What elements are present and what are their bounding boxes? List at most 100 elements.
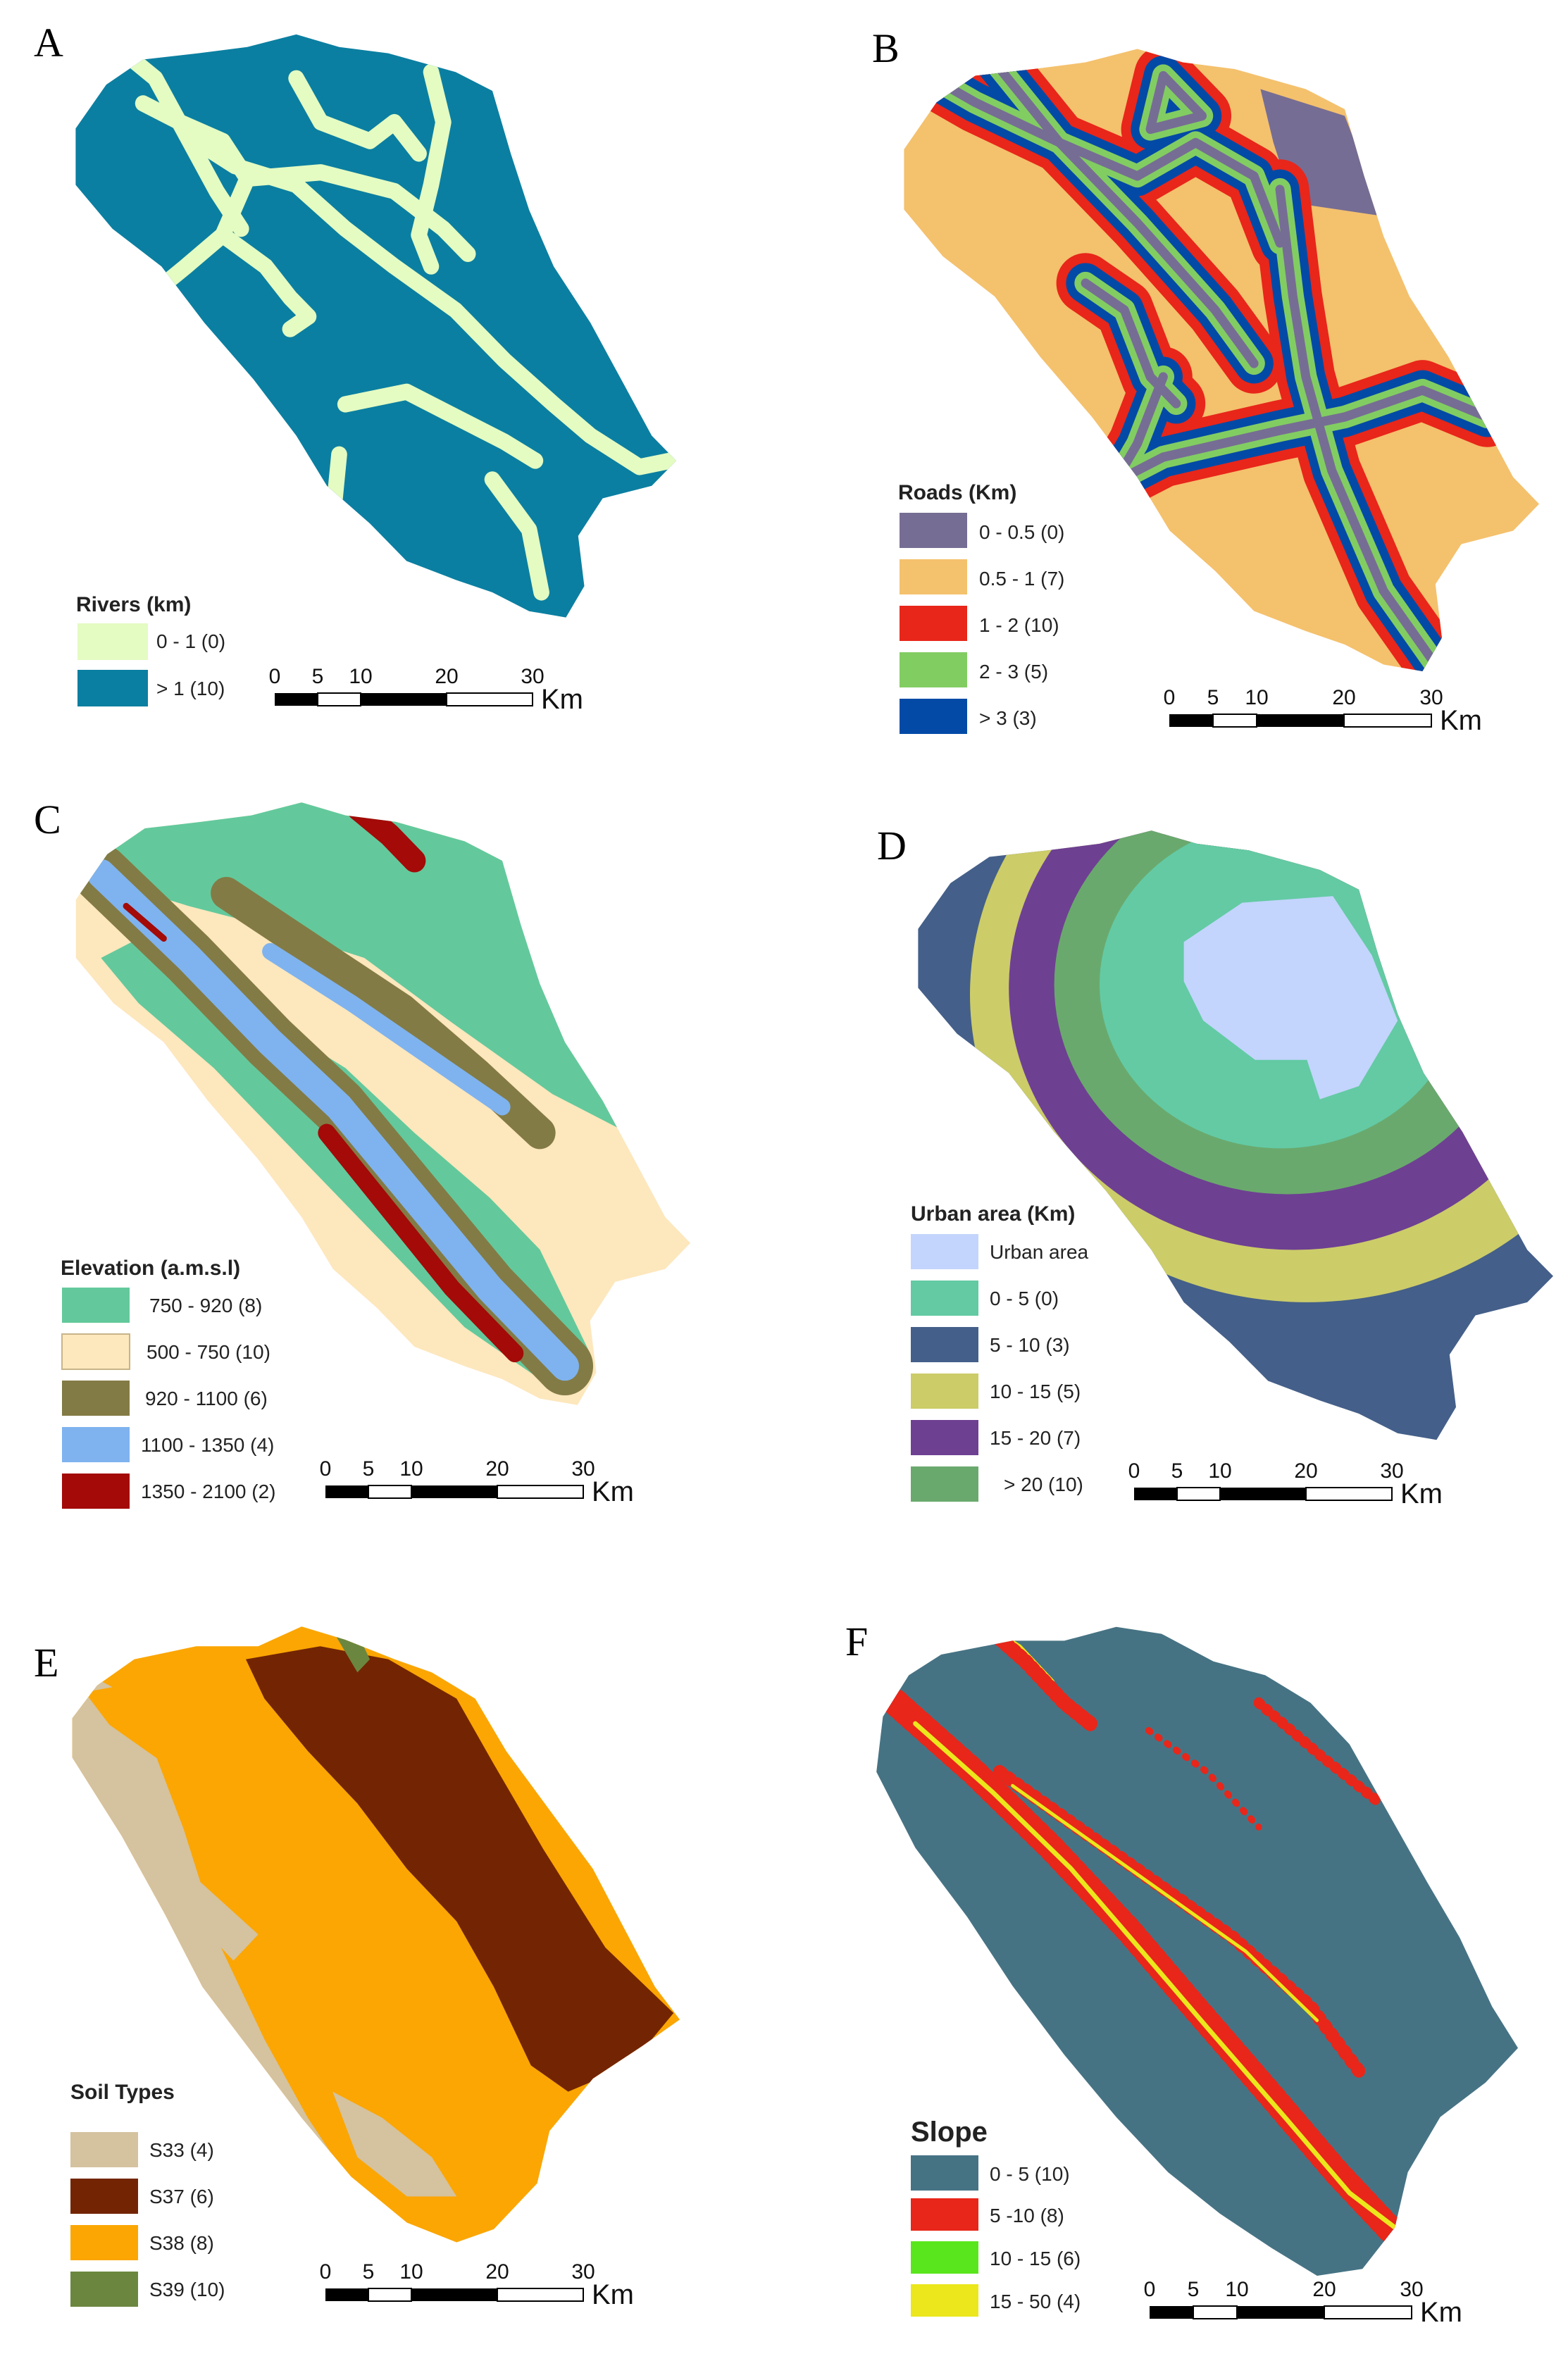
legend-swatch-d-0 <box>911 1234 978 1269</box>
map-a <box>75 34 677 618</box>
panel-letter-c: C <box>34 797 61 842</box>
legend-label-c-0: 750 - 920 (8) <box>149 1295 262 1316</box>
map-f-slope-zones <box>883 1626 1414 2255</box>
scale-unit-d: Km <box>1400 1478 1443 1509</box>
scale-tick-d-4: 30 <box>1380 1459 1403 1483</box>
legend-items-d: Urban area 0 - 5 (0) 5 - 10 (3) 10 - 15 … <box>911 1234 1089 1502</box>
scale-tick-f-0: 0 <box>1144 2278 1156 2301</box>
scale-tick-f-4: 30 <box>1400 2278 1423 2301</box>
scale-tick-a-0: 0 <box>269 665 281 688</box>
scale-tick-c-1: 5 <box>363 1457 375 1481</box>
legend-swatch-f-3 <box>911 2284 978 2317</box>
scale-tick-f-1: 5 <box>1188 2278 1200 2301</box>
panel-letter-d: D <box>877 823 907 868</box>
scale-unit-c: Km <box>592 1476 634 1507</box>
panel-e: E Soil Types S33 (4) S37 (6) S38 (8) S39… <box>34 1626 680 2310</box>
legend-label-f-0: 0 - 5 (10) <box>990 2163 1070 2185</box>
legend-title-f: Slope <box>911 2117 988 2148</box>
legend-label-e-3: S39 (10) <box>149 2279 225 2300</box>
scale-tick-e-0: 0 <box>320 2260 332 2284</box>
legend-label-b-1: 0.5 - 1 (7) <box>979 568 1064 590</box>
scale-tick-f-2: 10 <box>1225 2278 1248 2301</box>
scale-bar-d: 0 5 10 20 30 Km <box>1128 1459 1443 1509</box>
scale-bar-c: 0 5 10 20 30 Km <box>320 1457 634 1507</box>
legend-swatch-f-0 <box>911 2155 978 2191</box>
legend-label-f-3: 15 - 50 (4) <box>990 2291 1081 2312</box>
legend-label-e-0: S33 (4) <box>149 2139 214 2161</box>
legend-swatch-b-3 <box>900 652 967 687</box>
legend-swatch-c-3 <box>62 1427 130 1462</box>
panel-letter-e: E <box>34 1640 58 1686</box>
map-b-road-buffers <box>904 49 1517 672</box>
scale-tick-b-3: 20 <box>1332 686 1355 709</box>
scale-tick-d-2: 10 <box>1208 1459 1231 1483</box>
legend-label-c-2: 920 - 1100 (6) <box>145 1388 268 1409</box>
legend-swatch-a-0 <box>77 623 148 660</box>
legend-label-d-3: 10 - 15 (5) <box>990 1381 1081 1402</box>
legend-title-a: Rivers (km) <box>76 593 191 616</box>
legend-label-c-3: 1100 - 1350 (4) <box>141 1434 274 1456</box>
panel-b: B <box>872 25 1539 736</box>
legend-swatch-e-1 <box>70 2179 138 2214</box>
scale-tick-a-2: 10 <box>349 665 372 688</box>
legend-label-d-5: > 20 (10) <box>1004 1474 1083 1495</box>
scale-tick-c-4: 30 <box>571 1457 595 1481</box>
legend-items-b: 0 - 0.5 (0) 0.5 - 1 (7) 1 - 2 (10) 2 - 3… <box>900 513 1064 734</box>
scale-unit-e: Km <box>592 2279 634 2310</box>
scale-tick-b-2: 10 <box>1245 686 1268 709</box>
scale-tick-e-3: 20 <box>485 2260 509 2284</box>
legend-label-f-2: 10 - 15 (6) <box>990 2248 1081 2269</box>
legend-title-b: Roads (Km) <box>898 481 1016 504</box>
scale-tick-a-3: 20 <box>435 665 458 688</box>
panel-f: F Slope 0 - 5 (10) 5 -10 (8) 10 - <box>845 1619 1518 2328</box>
scale-tick-e-2: 10 <box>399 2260 423 2284</box>
scale-bar-b: 0 5 10 20 30 Km <box>1164 686 1482 736</box>
scale-tick-b-4: 30 <box>1419 686 1443 709</box>
legend-label-d-4: 15 - 20 (7) <box>990 1427 1081 1449</box>
panel-letter-a: A <box>34 20 63 66</box>
scale-bar-f: 0 5 10 20 30 Km <box>1144 2278 1462 2328</box>
map-a-river-buffers <box>116 45 677 601</box>
scale-bar-a: 0 5 10 20 30 Km <box>269 665 583 715</box>
scale-tick-f-3: 20 <box>1312 2278 1336 2301</box>
legend-label-a-1: > 1 (10) <box>156 678 225 699</box>
legend-swatch-e-3 <box>70 2272 138 2307</box>
legend-swatch-f-1 <box>911 2198 978 2231</box>
legend-label-f-1: 5 -10 (8) <box>990 2205 1064 2226</box>
legend-swatch-c-1 <box>61 1333 130 1370</box>
scale-unit-f: Km <box>1420 2297 1462 2328</box>
legend-label-d-1: 0 - 5 (0) <box>990 1288 1059 1309</box>
legend-label-b-3: 2 - 3 (5) <box>979 661 1048 683</box>
legend-label-b-4: > 3 (3) <box>979 707 1037 729</box>
scale-bar-e: 0 5 10 20 30 Km <box>320 2260 634 2310</box>
legend-items-f: 0 - 5 (10) 5 -10 (8) 10 - 15 (6) 15 - 50… <box>911 2155 1081 2317</box>
scale-tick-b-1: 5 <box>1207 686 1219 709</box>
legend-swatch-d-1 <box>911 1281 978 1316</box>
panel-d: D Urban area (Km) Urban area 0 - 5 (0) 5… <box>877 823 1554 1509</box>
legend-swatch-b-0 <box>900 513 967 548</box>
legend-label-e-1: S37 (6) <box>149 2186 214 2207</box>
legend-label-e-2: S38 (8) <box>149 2232 214 2254</box>
scale-tick-a-4: 30 <box>521 665 544 688</box>
legend-label-d-0: Urban area <box>990 1241 1089 1263</box>
legend-swatch-d-2 <box>911 1327 978 1362</box>
legend-swatch-c-2 <box>62 1381 130 1416</box>
map-b <box>904 49 1539 672</box>
legend-swatch-d-3 <box>911 1373 978 1409</box>
scale-tick-c-0: 0 <box>320 1457 332 1481</box>
legend-swatch-f-2 <box>911 2241 978 2274</box>
legend-swatch-c-4 <box>62 1474 130 1509</box>
legend-swatch-d-4 <box>911 1420 978 1455</box>
legend-items-c: 750 - 920 (8) 500 - 750 (10) 920 - 1100 … <box>61 1288 275 1509</box>
scale-tick-d-1: 5 <box>1171 1459 1183 1483</box>
scale-tick-a-1: 5 <box>312 665 324 688</box>
legend-label-b-2: 1 - 2 (10) <box>979 614 1059 636</box>
legend-swatch-e-2 <box>70 2225 138 2260</box>
legend-label-a-0: 0 - 1 (0) <box>156 630 225 652</box>
scale-tick-e-1: 5 <box>363 2260 375 2284</box>
legend-label-c-1: 500 - 750 (10) <box>147 1341 270 1363</box>
legend-swatch-b-2 <box>900 606 967 641</box>
panel-letter-f: F <box>845 1619 868 1664</box>
legend-swatch-c-0 <box>62 1288 130 1323</box>
